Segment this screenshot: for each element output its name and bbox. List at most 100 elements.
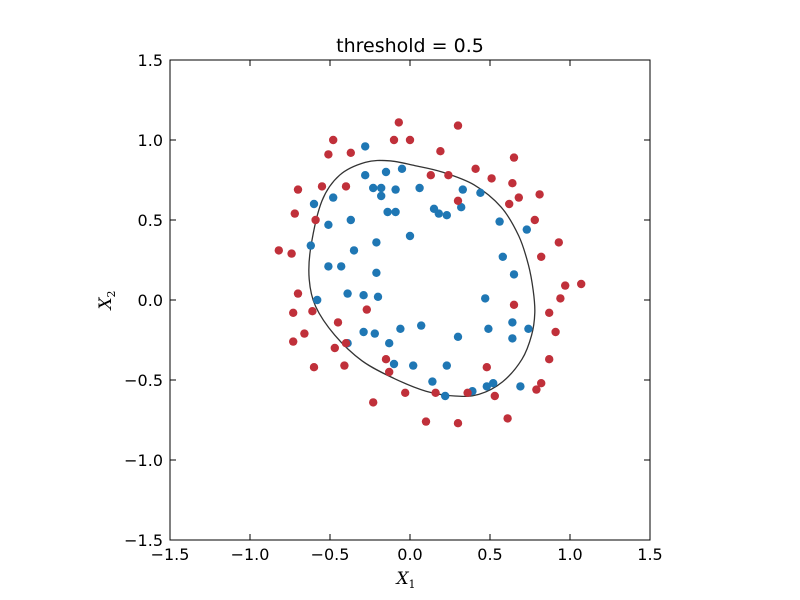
data-point-series-1-22 [311, 215, 320, 225]
data-point-series-1-17 [535, 190, 544, 199]
data-point-series-1-46 [309, 363, 319, 372]
data-point-series-0-45 [508, 334, 517, 343]
data-point-series-1-52 [431, 388, 440, 397]
data-point-series-1-44 [381, 355, 391, 364]
data-point-series-1-0 [394, 118, 403, 127]
data-point-series-1-23 [530, 215, 539, 225]
data-point-series-1-3 [389, 135, 399, 145]
data-point-series-0-19 [346, 215, 355, 225]
data-point-series-1-31 [556, 294, 565, 303]
data-point-series-1-38 [551, 327, 560, 337]
data-point-series-1-39 [300, 329, 309, 338]
y-axis-label: X2 [96, 290, 118, 311]
data-point-series-0-26 [349, 246, 359, 255]
data-point-series-1-5 [346, 148, 355, 157]
data-point-series-1-48 [385, 367, 394, 377]
data-point-series-0-33 [359, 291, 368, 300]
data-point-series-0-2 [381, 167, 391, 177]
data-point-series-1-26 [287, 249, 296, 258]
data-point-series-0-9 [476, 188, 485, 197]
y-tick-label: 1.0 [138, 131, 163, 150]
y-tick-label: −1.5 [124, 531, 163, 550]
data-point-series-0-25 [306, 241, 315, 250]
data-point-series-1-40 [289, 337, 298, 346]
data-point-series-0-28 [324, 262, 333, 271]
y-tick-label: 0.0 [138, 291, 163, 310]
data-points-layer [274, 118, 586, 428]
data-point-series-1-15 [341, 182, 351, 191]
data-point-series-0-4 [369, 183, 378, 193]
x-axis-label: X1 [394, 569, 415, 591]
data-point-series-0-5 [377, 183, 386, 193]
y-tick-label: 0.5 [138, 211, 163, 230]
x-tick-label: 0.5 [477, 545, 502, 564]
data-point-series-0-7 [415, 183, 424, 193]
data-point-series-0-6 [391, 185, 400, 194]
data-point-series-0-29 [337, 262, 346, 271]
data-point-series-1-11 [444, 171, 453, 180]
data-point-series-1-19 [453, 196, 463, 205]
data-point-series-0-32 [343, 289, 352, 298]
data-point-series-0-3 [361, 171, 370, 180]
data-point-series-0-22 [522, 225, 531, 234]
data-point-series-1-55 [369, 398, 378, 407]
data-point-series-0-11 [329, 193, 338, 202]
data-point-series-0-46 [385, 339, 394, 348]
data-point-series-0-13 [457, 203, 466, 212]
data-point-series-1-37 [333, 318, 343, 327]
data-point-series-0-36 [313, 295, 322, 305]
data-point-series-0-0 [361, 142, 370, 151]
data-point-series-0-39 [396, 324, 405, 333]
y-tick-labels: −1.5 −1.0 −0.5 0.0 0.5 1.0 1.5 [124, 51, 163, 550]
data-point-series-0-12 [309, 199, 319, 209]
x-tick-labels: −1.5 −1.0 −0.5 0.0 0.5 1.0 1.5 [151, 545, 663, 564]
data-point-series-0-15 [383, 207, 392, 217]
x-tick-label: −1.0 [231, 545, 270, 564]
data-point-series-1-20 [505, 199, 514, 209]
data-point-series-0-21 [495, 217, 504, 226]
data-point-series-0-10 [377, 191, 386, 201]
data-point-series-0-1 [397, 164, 407, 173]
data-point-series-0-30 [372, 268, 381, 277]
data-point-series-1-58 [453, 419, 463, 428]
data-point-series-1-21 [290, 209, 299, 218]
data-point-series-0-18 [434, 209, 443, 218]
decision-boundary-curve [308, 159, 536, 398]
data-point-series-0-35 [481, 294, 490, 303]
data-point-series-1-57 [421, 417, 431, 426]
data-point-series-0-38 [417, 321, 426, 330]
data-point-series-1-53 [463, 388, 472, 397]
data-point-series-1-9 [471, 164, 480, 173]
ticks-layer [169, 59, 651, 541]
x-tick-label: 1.0 [557, 545, 582, 564]
chart-title: threshold = 0.5 [336, 35, 484, 57]
data-point-series-1-27 [537, 252, 546, 261]
data-point-series-1-56 [503, 414, 512, 423]
x-tick-label: −0.5 [311, 545, 350, 564]
data-point-series-0-56 [441, 391, 450, 401]
data-point-series-1-47 [482, 363, 491, 372]
data-point-series-1-51 [401, 388, 410, 397]
data-point-series-1-25 [274, 246, 283, 255]
x-tick-label: 0.0 [397, 545, 422, 564]
data-point-series-0-51 [428, 377, 437, 386]
data-point-series-1-41 [341, 339, 351, 348]
data-point-series-1-30 [293, 289, 303, 298]
data-point-series-1-54 [490, 391, 499, 401]
data-point-series-1-36 [362, 305, 371, 314]
data-point-series-1-33 [289, 308, 298, 317]
data-point-series-0-27 [498, 252, 507, 261]
decision-boundary-layer [308, 159, 536, 398]
data-point-series-1-42 [330, 343, 339, 353]
data-point-series-1-50 [532, 385, 541, 394]
data-point-series-1-2 [329, 135, 338, 145]
data-point-series-1-45 [340, 361, 349, 370]
x-tick-label: −1.5 [151, 545, 190, 564]
data-point-series-1-10 [426, 171, 435, 180]
data-point-series-0-23 [405, 231, 415, 241]
data-point-series-1-12 [487, 174, 496, 183]
data-point-series-1-35 [308, 307, 317, 316]
data-point-series-1-43 [545, 355, 554, 364]
data-point-series-0-53 [482, 382, 491, 391]
data-point-series-1-32 [509, 300, 519, 309]
